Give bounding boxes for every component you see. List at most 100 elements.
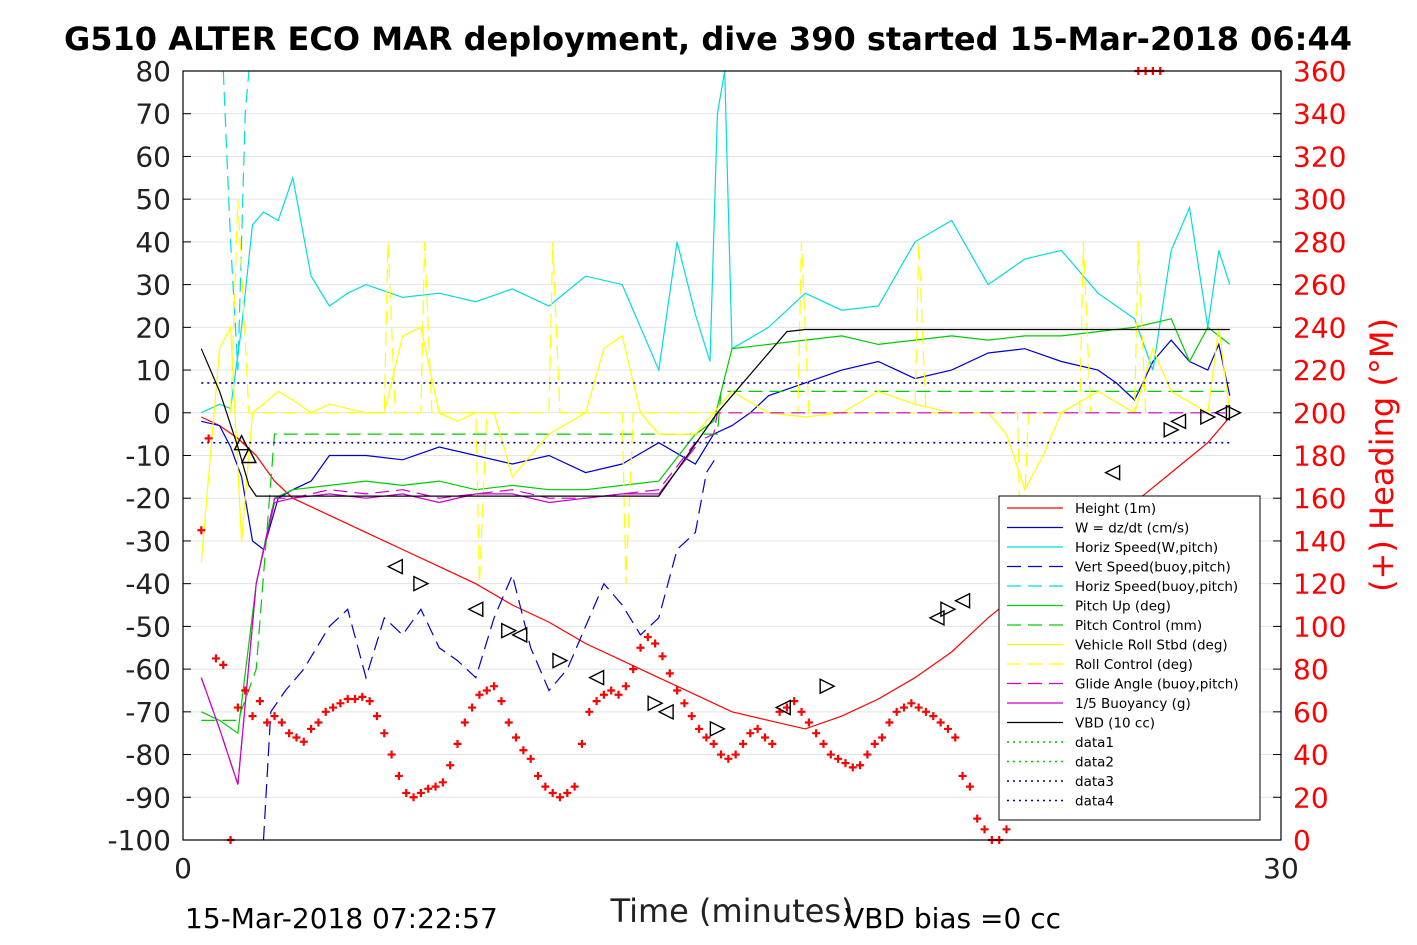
heading-point — [914, 703, 923, 712]
left-axis-ticks: 80 70 60 50 40 30 20 10 0 -10 -20 -30 -40 -50 -60 -70 -8… — [107, 55, 191, 857]
turn-marker — [709, 720, 726, 738]
turn-marker — [1169, 413, 1187, 430]
heading-point — [475, 690, 484, 699]
heading-point — [687, 712, 696, 721]
left-tick-label: -50 — [125, 610, 171, 643]
right-tick-label: 20 — [1293, 781, 1329, 814]
heading-point — [848, 763, 857, 772]
heading-point — [907, 699, 916, 708]
heading-point — [299, 737, 308, 746]
left-tick-label: -100 — [107, 824, 171, 857]
heading-point — [490, 682, 499, 691]
heading-point — [416, 789, 425, 798]
heading-point — [738, 739, 747, 748]
series-line-5 — [201, 318, 1231, 735]
heading-point — [424, 784, 433, 793]
right-tick-label: 160 — [1293, 482, 1346, 515]
heading-point — [804, 718, 813, 727]
left-tick-label: -30 — [125, 525, 171, 558]
left-tick-label: 80 — [135, 55, 171, 88]
heading-point — [248, 712, 257, 721]
left-tick-label: 10 — [135, 354, 171, 387]
legend-label: data1 — [1075, 735, 1114, 751]
left-tick-label: 0 — [153, 397, 171, 430]
turn-marker — [647, 695, 664, 712]
heading-point — [651, 639, 660, 648]
series-line-11 — [200, 328, 1230, 497]
heading-point — [834, 754, 843, 763]
heading-point — [555, 793, 564, 802]
heading-point — [438, 778, 447, 787]
turn-marker — [1200, 408, 1217, 426]
right-tick-label: 80 — [1293, 653, 1329, 686]
heading-point — [695, 724, 704, 733]
series-line-7 — [200, 325, 1231, 563]
heading-point — [599, 690, 608, 699]
heading-point — [658, 652, 667, 661]
left-tick-label: -80 — [125, 739, 171, 772]
heading-point — [665, 669, 674, 678]
left-tick-label: -60 — [125, 653, 171, 686]
turn-marker — [511, 626, 528, 644]
heading-point — [717, 750, 726, 759]
heading-point — [255, 697, 264, 706]
heading-point — [460, 718, 469, 727]
heading-point — [307, 724, 316, 733]
turn-marker — [588, 669, 605, 686]
left-tick-label: 60 — [135, 140, 171, 173]
marker-layer — [233, 404, 1242, 738]
heading-point — [219, 660, 228, 669]
legend-label: Pitch Up (deg) — [1075, 599, 1171, 615]
series-layer — [200, 70, 1231, 841]
chart-title: G510 ALTER ECO MAR deployment, dive 390 … — [64, 20, 1352, 58]
heading-point — [585, 707, 594, 716]
x-tick-label: 30 — [1263, 852, 1299, 885]
legend-label: W = dz/dt (cm/s) — [1075, 521, 1189, 537]
heading-point — [197, 526, 206, 535]
right-tick-label: 60 — [1293, 696, 1329, 729]
left-tick-label: -70 — [125, 696, 171, 729]
heading-point — [358, 692, 367, 701]
legend-label: data4 — [1075, 794, 1114, 810]
heading-point — [929, 712, 938, 721]
right-axis-ticks: 3603403203002802602402202001801601401201… — [1273, 55, 1346, 857]
heading-point — [892, 707, 901, 716]
right-tick-label: 280 — [1293, 226, 1346, 259]
series-line-6 — [201, 390, 1230, 722]
heading-point — [482, 686, 491, 695]
heading-point — [343, 695, 352, 704]
heading-point — [885, 718, 894, 727]
legend-label: Height (1m) — [1075, 501, 1156, 517]
heading-point — [504, 718, 513, 727]
heading-point — [336, 699, 345, 708]
footer-timestamp: 15-Mar-2018 07:22:57 — [185, 902, 498, 935]
heading-point — [548, 789, 557, 798]
heading-point — [241, 686, 250, 695]
heading-point — [951, 733, 960, 742]
heading-point — [563, 789, 572, 798]
heading-point — [453, 739, 462, 748]
heading-point — [921, 707, 930, 716]
right-tick-label: 240 — [1293, 311, 1346, 344]
heading-point — [387, 750, 396, 759]
heading-point — [760, 733, 769, 742]
right-tick-label: 100 — [1293, 610, 1346, 643]
legend: Height (1m) W = dz/dt (cm/s) Horiz Speed(W… — [998, 495, 1261, 821]
turn-marker — [954, 592, 971, 609]
legend-label: data3 — [1075, 774, 1114, 790]
heading-point — [629, 665, 638, 674]
legend-label: Vehicle Roll Stbd (deg) — [1075, 638, 1228, 654]
heading-point — [680, 699, 689, 708]
heading-point — [285, 729, 294, 738]
turn-marker — [657, 703, 674, 720]
legend-label: Glide Angle (buoy,pitch) — [1075, 677, 1239, 693]
heading-point — [819, 739, 828, 748]
left-tick-label: -40 — [125, 568, 171, 601]
heading-point — [321, 707, 330, 716]
heading-point — [614, 690, 623, 699]
heading-point — [621, 682, 630, 691]
series-line-10 — [200, 446, 696, 785]
heading-point — [643, 633, 652, 642]
heading-point — [790, 697, 799, 706]
heading-point — [958, 771, 967, 780]
